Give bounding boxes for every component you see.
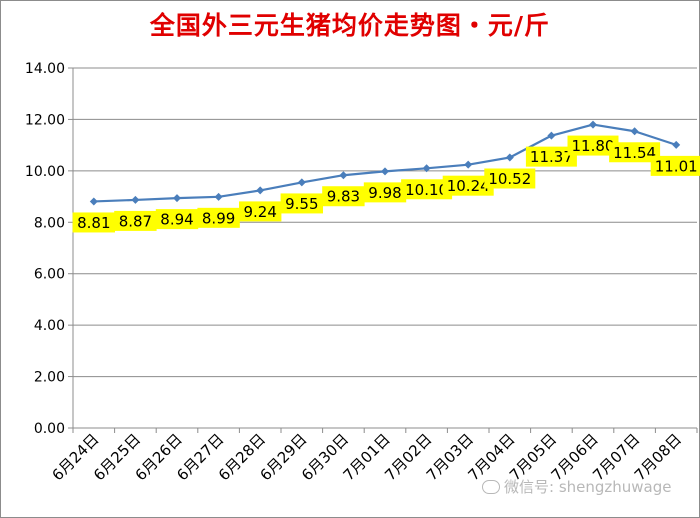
data-label: 9.98 — [368, 184, 401, 202]
data-label-box — [280, 193, 323, 214]
data-label-box — [363, 182, 407, 203]
data-point — [381, 167, 389, 176]
data-label: 11.80 — [572, 137, 615, 155]
y-tick-label: 6.00 — [34, 267, 65, 283]
wechat-icon — [482, 479, 500, 494]
data-label: 8.87 — [119, 212, 152, 230]
data-label-box — [442, 175, 494, 196]
data-label: 8.94 — [160, 211, 193, 229]
data-label-box — [650, 155, 700, 176]
data-label: 8.99 — [202, 209, 235, 227]
data-label: 11.54 — [613, 144, 656, 162]
data-point — [89, 197, 98, 206]
data-point — [547, 131, 556, 140]
data-label-box — [525, 146, 577, 167]
data-label: 8.81 — [77, 214, 110, 232]
data-label-box — [114, 210, 157, 231]
data-point — [672, 140, 681, 149]
data-label: 10.24 — [447, 177, 490, 195]
data-label-box — [567, 135, 619, 156]
data-label-box — [609, 142, 661, 163]
data-label: 9.83 — [327, 188, 360, 206]
data-label-box — [155, 209, 199, 230]
y-tick-label: 4.00 — [34, 318, 65, 334]
data-point — [173, 194, 181, 203]
data-point — [589, 120, 597, 129]
data-point — [630, 127, 639, 136]
data-point — [339, 171, 348, 180]
data-label-box — [401, 179, 453, 200]
y-tick-label: 12.00 — [25, 112, 65, 128]
data-label-box — [239, 201, 282, 222]
data-point — [464, 160, 473, 169]
data-label-box — [322, 186, 365, 207]
chart-title: 全国外三元生猪均价走势图・元/斤 — [149, 11, 551, 40]
watermark: 微信号: shengzhuwage — [482, 476, 672, 497]
y-tick-label: 2.00 — [34, 370, 65, 386]
data-point — [256, 186, 265, 195]
y-tick-label: 0.00 — [34, 421, 65, 437]
data-label: 10.10 — [405, 181, 448, 199]
data-label: 9.55 — [285, 195, 318, 213]
data-point — [297, 178, 306, 187]
data-point — [131, 195, 140, 204]
y-tick-label: 8.00 — [34, 215, 65, 231]
data-label: 11.01 — [655, 157, 698, 175]
y-tick-label: 10.00 — [25, 164, 65, 180]
watermark-text: 微信号: shengzhuwage — [504, 478, 672, 496]
data-label-box — [72, 212, 115, 233]
data-point — [505, 153, 514, 162]
data-label-box — [197, 207, 240, 228]
data-label: 11.37 — [530, 148, 573, 166]
data-point — [214, 192, 223, 201]
data-label: 10.52 — [488, 170, 531, 188]
y-tick-label: 14.00 — [25, 61, 65, 77]
data-label: 9.24 — [243, 203, 276, 221]
data-label-box — [484, 168, 536, 189]
data-point — [422, 164, 431, 173]
